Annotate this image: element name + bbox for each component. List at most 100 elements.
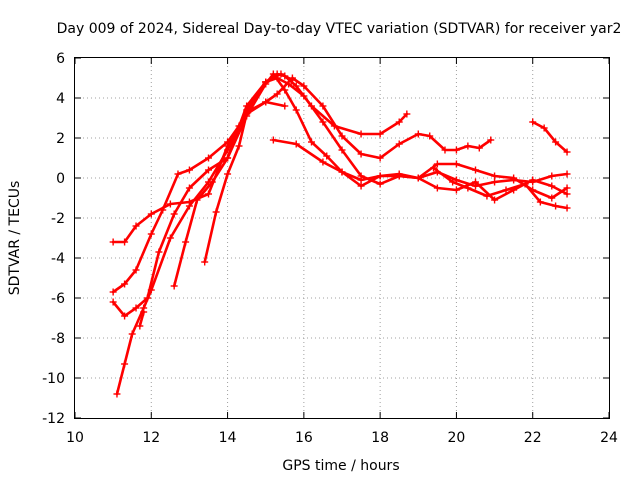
x-tick-label: 10 <box>66 430 84 446</box>
data-point <box>414 130 422 138</box>
y-tick-label: -6 <box>51 291 65 307</box>
data-point <box>487 136 495 144</box>
data-point <box>140 308 148 316</box>
y-tick-label: -12 <box>42 411 65 427</box>
data-point <box>185 202 193 210</box>
data-point <box>262 98 270 106</box>
x-tick-label: 20 <box>448 430 466 446</box>
x-axis-label: GPS time / hours <box>282 458 399 474</box>
data-point <box>552 202 560 210</box>
x-tick-label: 22 <box>524 430 542 446</box>
data-point <box>376 154 384 162</box>
data-point <box>338 146 346 154</box>
data-point <box>147 210 155 218</box>
data-point <box>548 194 556 202</box>
data-point <box>536 198 544 206</box>
data-point <box>452 186 460 194</box>
data-point <box>491 178 499 186</box>
data-point <box>426 132 434 140</box>
data-point <box>185 184 193 192</box>
data-point <box>338 132 346 140</box>
data-point <box>281 86 289 94</box>
series-trace-e <box>136 308 148 330</box>
x-tick-label: 18 <box>371 430 389 446</box>
x-tick-label: 16 <box>295 430 313 446</box>
data-point <box>395 170 403 178</box>
series-trace-f <box>170 70 296 290</box>
data-point <box>552 138 560 146</box>
data-point <box>113 390 121 398</box>
data-point <box>121 312 129 320</box>
data-point <box>483 192 491 200</box>
data-point <box>205 166 212 174</box>
data-point <box>205 154 212 162</box>
data-point <box>132 304 140 312</box>
data-point <box>224 138 232 146</box>
x-tick-label: 14 <box>219 430 237 446</box>
data-point <box>269 70 277 78</box>
data-point <box>262 78 270 86</box>
grid-lines <box>75 58 609 418</box>
data-point <box>357 150 365 158</box>
data-point <box>243 102 251 110</box>
y-tick-label: 2 <box>56 131 65 147</box>
data-point <box>132 266 140 274</box>
y-tick-label: 4 <box>56 91 65 107</box>
data-point <box>277 70 285 78</box>
data-point <box>376 130 384 138</box>
data-series <box>109 70 571 398</box>
data-point <box>147 286 155 294</box>
x-tick-labels: 10 12 14 16 18 20 22 24 <box>66 430 618 446</box>
data-point <box>193 196 201 204</box>
data-point <box>159 206 167 214</box>
data-point <box>395 140 403 148</box>
data-point <box>433 160 441 168</box>
data-point <box>121 280 129 288</box>
data-point <box>319 102 327 110</box>
data-point <box>292 106 300 114</box>
data-point <box>491 172 499 180</box>
plot-frame <box>74 57 610 419</box>
data-point <box>307 138 315 146</box>
series-line <box>115 76 569 396</box>
data-point <box>109 238 117 246</box>
data-point <box>464 142 472 150</box>
data-point <box>441 146 449 154</box>
chart-title: Day 009 of 2024, Sidereal Day-to-day VTE… <box>57 21 622 37</box>
data-point <box>300 82 308 90</box>
x-tick-label: 24 <box>600 430 618 446</box>
data-point <box>319 118 327 126</box>
data-point <box>357 176 365 184</box>
data-point <box>430 164 438 172</box>
data-point <box>521 180 529 188</box>
y-tick-label: -10 <box>42 371 65 387</box>
data-point <box>475 144 483 152</box>
data-point <box>212 208 220 216</box>
data-point <box>174 170 182 178</box>
data-point <box>208 178 216 186</box>
data-point <box>285 80 293 88</box>
data-point <box>109 298 117 306</box>
y-tick-labels: -12 -10 -8 -6 -4 -2 0 2 4 6 <box>42 51 65 427</box>
data-point <box>224 154 232 162</box>
data-point <box>121 360 129 368</box>
data-point <box>403 110 411 118</box>
data-point <box>472 166 479 174</box>
data-point <box>563 184 571 192</box>
data-point <box>170 282 178 290</box>
data-point <box>529 178 537 186</box>
data-point <box>563 204 571 212</box>
data-point <box>121 238 129 246</box>
data-point <box>109 288 117 296</box>
data-point <box>269 136 277 144</box>
data-point <box>155 248 163 256</box>
data-point <box>376 180 384 188</box>
data-point <box>185 166 193 174</box>
data-point <box>357 130 365 138</box>
y-tick-label: -8 <box>51 331 65 347</box>
data-point <box>449 178 457 186</box>
data-point <box>166 234 174 242</box>
series-trace-j <box>529 118 571 156</box>
